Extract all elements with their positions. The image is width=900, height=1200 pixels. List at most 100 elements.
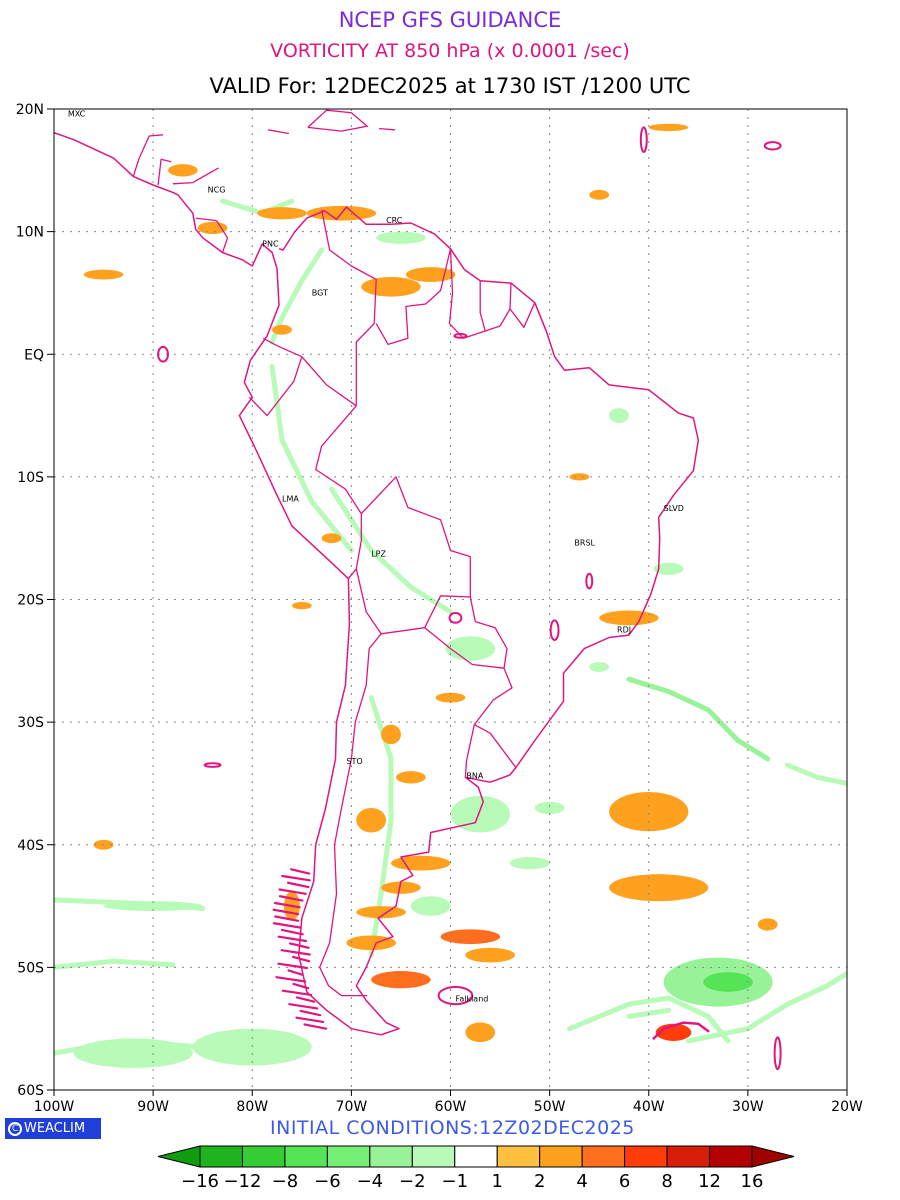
- magenta-feature: [448, 611, 463, 624]
- positive-vorticity-area: [361, 276, 421, 297]
- country-border: [381, 595, 471, 635]
- city-label: PNC: [262, 239, 279, 248]
- colorbar-swatch: [369, 1145, 413, 1168]
- valid-time: VALID For: 12DEC2025 at 1730 IST /1200 U…: [209, 74, 691, 98]
- city-label: NCG: [208, 185, 226, 194]
- city-label: BNA: [466, 772, 483, 781]
- latitude-label: 40S: [17, 838, 44, 854]
- magenta-features: [157, 126, 782, 1071]
- positive-vorticity-area: [272, 324, 292, 335]
- map-subtitle: VORTICITY AT 850 hPa (x 0.0001 /sec): [270, 40, 630, 62]
- archipelago-fjord: [273, 901, 301, 909]
- magenta-feature: [585, 572, 594, 590]
- city-label: MXC: [68, 109, 86, 118]
- country-border: [509, 302, 536, 328]
- colorbar: −16 −12 −8 −6 −4 −2 −1 1 2 4 6 8 12 16: [157, 1145, 795, 1192]
- positive-vorticity-area: [465, 1022, 496, 1043]
- positive-vorticity-area: [757, 918, 778, 931]
- negative-vorticity-area: [410, 896, 451, 916]
- colorbar-label: 6: [619, 1171, 630, 1192]
- longitude-label: 50W: [534, 1099, 566, 1115]
- positive-vorticity-area: [291, 601, 312, 610]
- archipelago-fjord: [275, 976, 307, 983]
- country-border: [375, 248, 452, 346]
- logo-text: WEACLIM: [24, 1121, 86, 1136]
- archipelago-fjord: [280, 949, 311, 956]
- magenta-feature: [437, 985, 474, 1006]
- colorbar-label: 16: [741, 1171, 764, 1192]
- colorbar-swatch: [454, 1145, 498, 1168]
- magenta-feature: [652, 1021, 710, 1040]
- archipelago-fjord: [286, 881, 310, 889]
- latitude-label: EQ: [24, 347, 44, 363]
- colorbar-swatch: [284, 1145, 328, 1168]
- negative-vorticity-area: [376, 231, 426, 244]
- longitude-label: 60W: [435, 1099, 467, 1115]
- city-label: BRSL: [574, 539, 595, 548]
- archipelago-fjord: [288, 1003, 319, 1010]
- colorbar-swatch: [496, 1145, 541, 1168]
- colorbar-label: 2: [534, 1171, 545, 1192]
- positive-vorticity-area: [356, 807, 387, 833]
- country-border: [195, 217, 217, 222]
- colorbar-label: 4: [576, 1171, 587, 1192]
- positive-vorticity-area: [465, 947, 515, 963]
- positive-vorticity-area: [569, 473, 590, 481]
- island-outline: [203, 75, 310, 107]
- colorbar-swatch: [709, 1145, 753, 1168]
- archipelago-fjord: [299, 1009, 322, 1017]
- colorbar-swatch: [241, 1145, 286, 1168]
- archipelago-fjord: [281, 989, 313, 997]
- colorbar-label: −2: [399, 1171, 426, 1192]
- magenta-feature: [639, 126, 648, 153]
- colorbar-arrow-right: [751, 1145, 795, 1168]
- colorbar-swatch: [581, 1145, 626, 1168]
- continent-coastline: [54, 131, 700, 1036]
- positive-vorticity-area: [321, 533, 342, 544]
- negative-vorticity-streak: [685, 971, 847, 1044]
- magenta-feature: [203, 762, 222, 768]
- longitude-label: 20W: [831, 1099, 863, 1115]
- longitude-label: 90W: [137, 1099, 169, 1115]
- magenta-feature: [763, 141, 782, 151]
- colorbar-swatch: [326, 1145, 371, 1168]
- colorbar-label: −16: [181, 1171, 219, 1192]
- positive-vorticity-area: [648, 123, 689, 132]
- negative-vorticity-area: [445, 636, 496, 661]
- archipelago-fjord: [295, 996, 316, 1003]
- graticule: [54, 109, 847, 1090]
- island-outline: [307, 109, 369, 132]
- positive-vorticity-area: [609, 792, 689, 832]
- city-label: Falkland: [455, 995, 488, 1004]
- country-boundaries: [54, 75, 700, 1036]
- negative-vorticity-area: [450, 795, 510, 833]
- weaclim-logo: C WEACLIM: [5, 1118, 101, 1139]
- archipelago-fjord: [280, 928, 304, 936]
- negative-vorticity-area: [192, 1028, 312, 1066]
- country-border: [248, 356, 303, 417]
- colorbar-label: −1: [441, 1171, 468, 1192]
- positive-vorticity-area: [381, 881, 421, 894]
- positive-vorticity-area: [589, 189, 610, 200]
- longitude-label: 80W: [236, 1099, 268, 1115]
- positive-vorticity-area: [167, 164, 198, 177]
- country-border: [132, 134, 164, 177]
- positive-vorticity-area: [435, 692, 466, 703]
- initial-conditions: INITIAL CONDITIONS:12Z02DEC2025: [270, 1117, 635, 1139]
- longitude-label: 30W: [732, 1099, 764, 1115]
- island-outline: [267, 129, 290, 135]
- archipelago-fjord: [281, 874, 311, 882]
- colorbar-swatch: [539, 1145, 583, 1168]
- archipelago-fjord: [277, 962, 309, 970]
- colorbar-label: 12: [698, 1171, 721, 1192]
- positive-vorticity-area: [371, 971, 431, 989]
- latitude-label: 60S: [17, 1083, 44, 1099]
- city-labels: MXC NCG PNC CRC BGT LMA LPZ SLVD BRSL RDJ STO BNA Fa…: [68, 109, 684, 1003]
- negative-vorticity-streak: [54, 897, 206, 911]
- country-border: [157, 158, 172, 186]
- vorticity-field-layer: [54, 123, 847, 1068]
- latitude-label: 10N: [16, 225, 44, 241]
- latitude-labels: 20N 10N EQ 10S 20S 30S 40S 50S 60S: [16, 102, 54, 1099]
- archipelago-fjord: [272, 922, 301, 929]
